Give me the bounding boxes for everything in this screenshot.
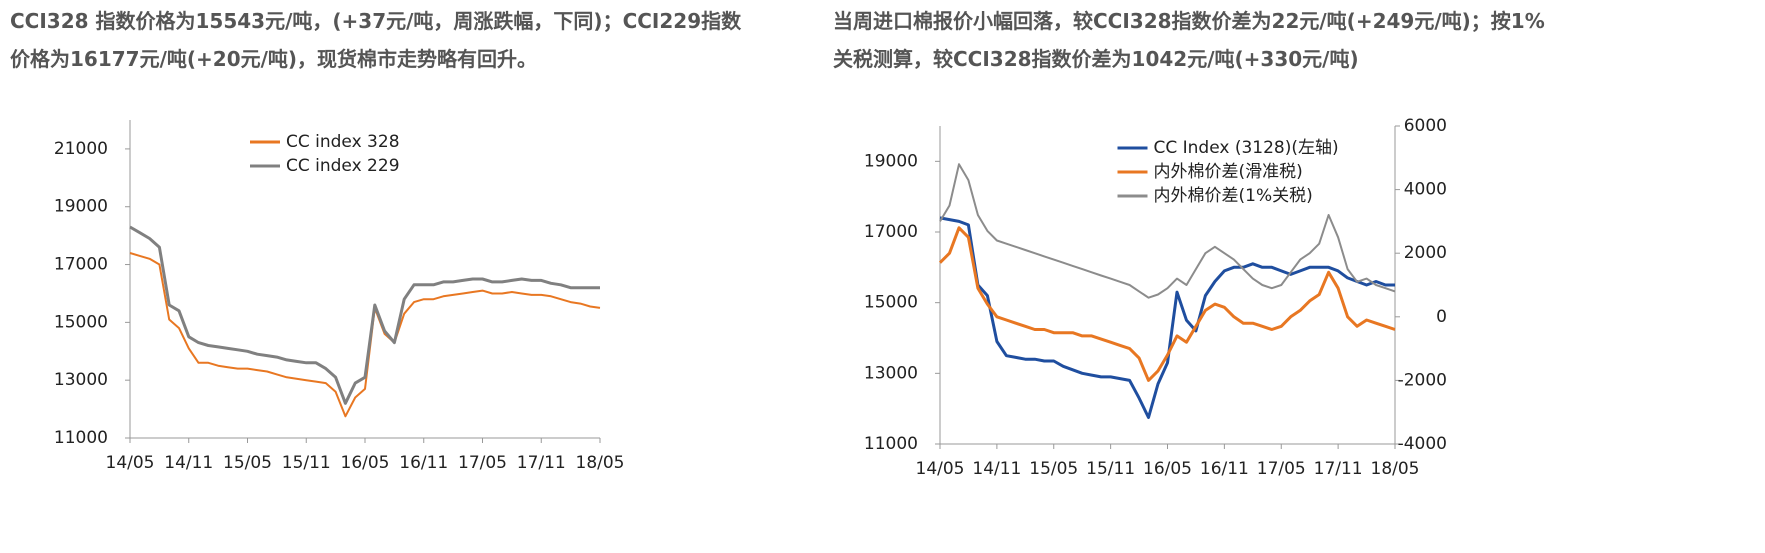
legend-label: CC Index (3128)(左轴) — [1154, 138, 1339, 158]
text-line: 当周进口棉报价小幅回落，较CCI328指数价差为22元/吨(+249元/吨)；按… — [833, 9, 1545, 33]
description: CCI328 指数价格为15543元/吨，(+37元/吨，周涨跌幅，下同)；CC… — [10, 2, 741, 78]
y2-tick-label: -4000 — [1398, 434, 1447, 454]
text-line: CCI328 指数价格为15543元/吨，(+37元/吨，周涨跌幅，下同)；CC… — [10, 9, 742, 33]
legend-label: CC index 229 — [286, 156, 400, 176]
y-tick-label: 13000 — [54, 370, 108, 390]
y-tick-label: 17000 — [864, 222, 918, 242]
y-tick-label: 19000 — [54, 197, 108, 217]
x-tick-label: 15/05 — [223, 453, 272, 473]
y2-tick-label: 4000 — [1404, 180, 1447, 200]
x-tick-label: 14/11 — [164, 453, 213, 473]
x-tick-label: 17/11 — [1314, 459, 1363, 479]
x-tick-label: 17/05 — [1257, 459, 1306, 479]
x-tick-label: 17/11 — [517, 453, 566, 473]
y-tick-label: 13000 — [864, 363, 918, 383]
text-line: 价格为16177元/吨(+20元/吨)，现货棉市走势略有回升。 — [10, 47, 538, 71]
y2-tick-label: 2000 — [1404, 243, 1447, 263]
x-tick-label: 14/05 — [916, 459, 965, 479]
x-tick-label: 17/05 — [458, 453, 507, 473]
y-tick-label: 11000 — [864, 434, 918, 454]
line — [129, 225, 600, 405]
y-tick-label: 21000 — [54, 139, 108, 159]
y2-tick-label: 6000 — [1404, 116, 1447, 136]
line — [938, 226, 1396, 382]
legend-label: 内外棉价差(滑准税) — [1154, 162, 1303, 182]
x-tick-label: 16/11 — [1200, 459, 1249, 479]
y-tick-label: 15000 — [54, 312, 108, 332]
y-tick-label: 15000 — [864, 293, 918, 313]
x-tick-label: 14/05 — [106, 453, 155, 473]
x-tick-label: 18/05 — [1371, 459, 1420, 479]
y2-tick-label: -2000 — [1398, 370, 1447, 390]
line — [939, 216, 1395, 419]
x-tick-label: 16/05 — [341, 453, 390, 473]
x-tick-label: 14/11 — [972, 459, 1021, 479]
x-tick-label: 16/11 — [399, 453, 448, 473]
x-tick-label: 18/05 — [576, 453, 625, 473]
x-tick-label: 15/11 — [1086, 459, 1135, 479]
y-tick-label: 11000 — [54, 428, 108, 448]
x-tick-label: 15/11 — [282, 453, 331, 473]
y2-tick-label: 0 — [1436, 307, 1447, 327]
y-tick-label: 17000 — [54, 255, 108, 275]
legend-label: CC index 328 — [286, 132, 400, 152]
legend-label: 内外棉价差(1%关税) — [1154, 186, 1313, 206]
x-tick-label: 15/05 — [1029, 459, 1078, 479]
x-tick-label: 16/05 — [1143, 459, 1192, 479]
text-line: 关税测算，较CCI328指数价差为1042元/吨(+330元/吨) — [833, 47, 1359, 71]
line — [129, 252, 601, 418]
line — [939, 163, 1396, 299]
y-tick-label: 19000 — [864, 151, 918, 171]
description: 当周进口棉报价小幅回落，较CCI328指数价差为22元/吨(+249元/吨)；按… — [833, 2, 1545, 78]
